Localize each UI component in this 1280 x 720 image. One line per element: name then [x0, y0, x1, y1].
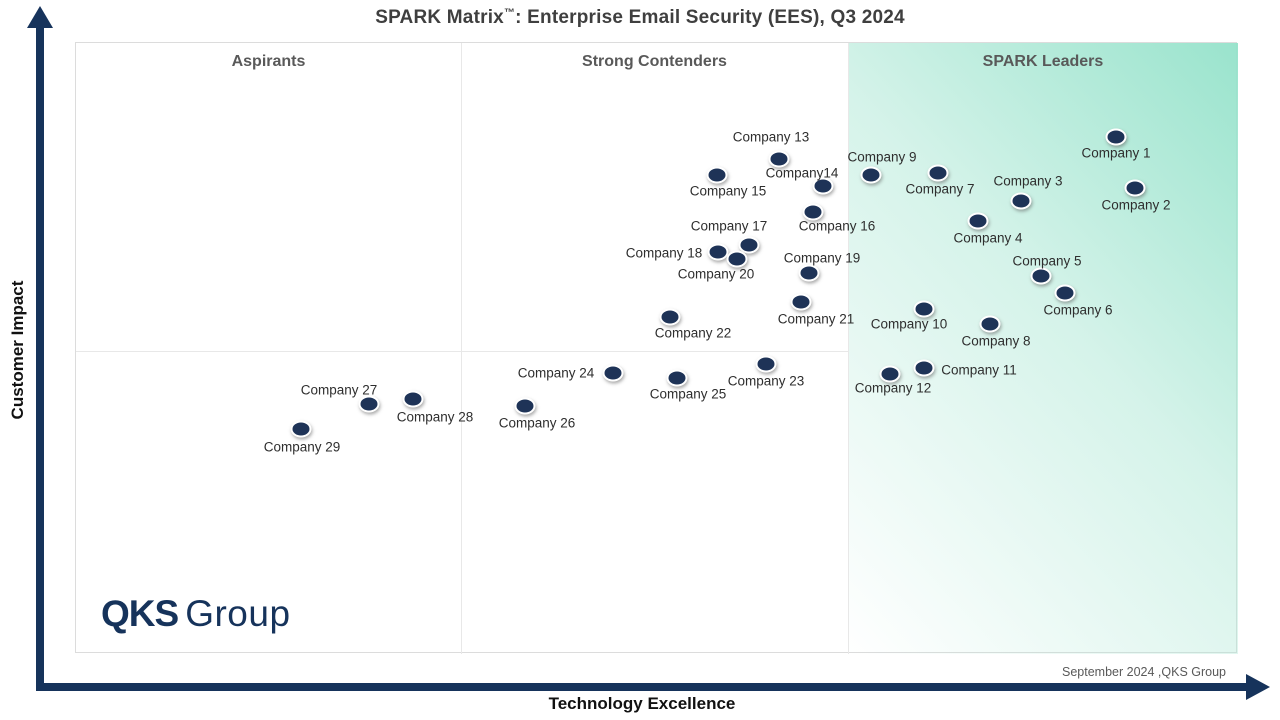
data-point — [1010, 192, 1032, 210]
data-point — [768, 150, 790, 168]
data-point-label: Company 25 — [649, 386, 727, 402]
chart-title-rest: : Enterprise Email Security (EES), Q3 20… — [515, 7, 905, 28]
plot-area: Aspirants Strong Contenders SPARK Leader… — [75, 42, 1238, 654]
data-point-label: Company 3 — [993, 173, 1063, 189]
data-point-label: Company 28 — [396, 409, 474, 425]
data-point — [602, 364, 624, 382]
quadrant-header-spark-leaders: SPARK Leaders — [982, 53, 1104, 70]
y-axis-label: Customer Impact — [8, 280, 27, 420]
data-point — [726, 250, 748, 268]
data-point-label: Company 2 — [1101, 197, 1171, 213]
data-point — [358, 395, 380, 413]
data-point-label: Company 10 — [870, 316, 948, 332]
data-point-label: Company 1 — [1081, 145, 1151, 161]
data-point — [1124, 179, 1146, 197]
data-point — [927, 164, 949, 182]
trademark-symbol: ™ — [503, 7, 516, 19]
data-point — [707, 243, 729, 261]
data-point-label: Company 21 — [777, 311, 855, 327]
footnote-date: September 2024 ,QKS Group — [1062, 665, 1226, 679]
data-point-label: Company 8 — [961, 333, 1031, 349]
data-point — [790, 293, 812, 311]
data-point-label: Company 24 — [517, 365, 595, 381]
quadrant-divider-vertical-right — [848, 43, 849, 654]
data-point-label: Company 23 — [727, 373, 805, 389]
logo-text-group: Group — [185, 593, 291, 634]
data-point — [666, 369, 688, 387]
data-point-label: Company14 — [765, 165, 839, 181]
data-point — [879, 365, 901, 383]
quadrant-divider-vertical-left — [461, 43, 462, 654]
data-point — [979, 315, 1001, 333]
data-point — [290, 420, 312, 438]
data-point-label: Company 11 — [941, 362, 1017, 378]
data-point — [913, 359, 935, 377]
data-point-label: Company 20 — [677, 266, 755, 282]
data-point — [1105, 128, 1127, 146]
spark-leaders-gradient — [848, 43, 1238, 654]
data-point — [802, 203, 824, 221]
data-point-label: Company 5 — [1012, 253, 1082, 269]
data-point-label: Company 17 — [690, 218, 768, 234]
data-point-label: Company 6 — [1043, 302, 1113, 318]
data-point — [860, 166, 882, 184]
data-point — [812, 177, 834, 195]
chart-title: SPARK Matrix™: Enterprise Email Security… — [0, 7, 1280, 29]
qks-group-logo: QKS Group — [101, 593, 291, 635]
data-point-label: Company 18 — [625, 245, 703, 261]
data-point-label: Company 16 — [798, 218, 876, 234]
chart-title-main: SPARK Matrix — [375, 7, 504, 28]
data-point — [706, 166, 728, 184]
data-point — [402, 390, 424, 408]
x-axis-line — [36, 683, 1248, 691]
data-point-label: Company 19 — [783, 250, 861, 266]
data-point-label: Company 27 — [300, 382, 378, 398]
data-point — [1054, 284, 1076, 302]
data-point — [659, 308, 681, 326]
quadrant-header-aspirants: Aspirants — [231, 53, 306, 70]
data-point — [514, 397, 536, 415]
x-axis-arrow-icon — [1246, 674, 1270, 700]
data-point — [755, 355, 777, 373]
data-point-label: Company 26 — [498, 415, 576, 431]
data-point — [913, 300, 935, 318]
y-axis-arrow-icon — [27, 6, 53, 28]
x-axis-label: Technology Excellence — [548, 694, 736, 713]
data-point — [738, 236, 760, 254]
quadrant-divider-horizontal — [76, 351, 848, 352]
data-point-label: Company 4 — [953, 230, 1023, 246]
data-point — [967, 212, 989, 230]
quadrant-header-strong-contenders: Strong Contenders — [582, 53, 727, 70]
data-point-label: Company 9 — [847, 149, 917, 165]
data-point-label: Company 12 — [854, 380, 932, 396]
data-point — [798, 264, 820, 282]
data-point-label: Company 7 — [905, 181, 975, 197]
data-point-label: Company 13 — [732, 129, 810, 145]
y-axis-line — [36, 26, 44, 687]
data-point-label: Company 22 — [654, 325, 732, 341]
data-point-label: Company 29 — [263, 439, 341, 455]
logo-text-qks: QKS — [101, 593, 179, 634]
data-point — [1030, 267, 1052, 285]
data-point-label: Company 15 — [689, 183, 767, 199]
